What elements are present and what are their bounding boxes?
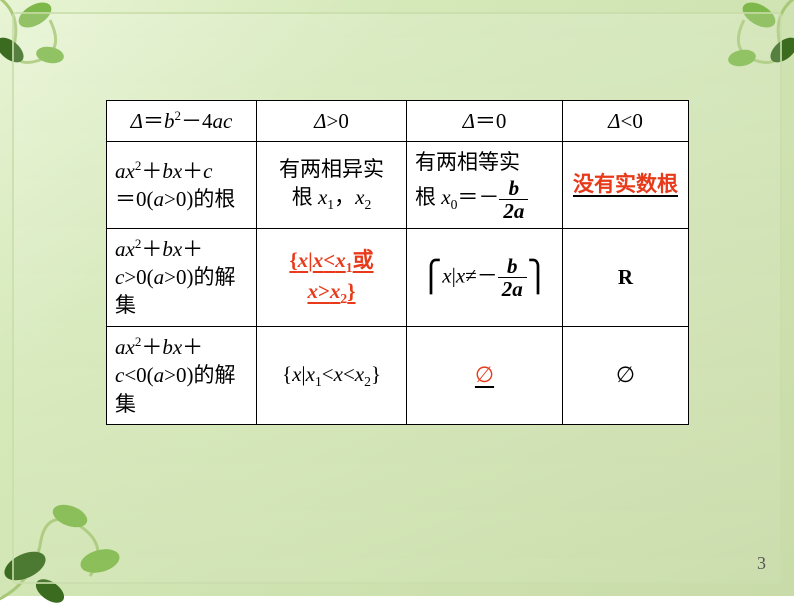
header-delta-negative: Δ<0 xyxy=(563,101,689,142)
row2-c4: R xyxy=(563,228,689,326)
row3-c2: {x|x1<x<x2} xyxy=(257,326,407,424)
page-number: 3 xyxy=(757,553,766,574)
row1-c4-answer: 没有实数根 xyxy=(563,142,689,228)
row1-c2: 有两相异实根 x1，x2 xyxy=(257,142,407,228)
row3-label: ax2＋bx＋c<0(a>0)的解集 xyxy=(107,326,257,424)
header-discriminant: Δ＝b2－4ac xyxy=(107,101,257,142)
row2-c2-answer: {x|x<x1或 x>x2} xyxy=(257,228,407,326)
header-delta-zero: Δ＝0 xyxy=(407,101,563,142)
row3-c4: ∅ xyxy=(563,326,689,424)
row1-c3: 有两相等实根 x0＝－b2a xyxy=(407,142,563,228)
header-delta-positive: Δ>0 xyxy=(257,101,407,142)
quadratic-table: Δ＝b2－4ac Δ>0 Δ＝0 Δ<0 ax2＋bx＋c＝0(a>0)的根 有… xyxy=(106,100,688,425)
row3-c3-answer: ∅ xyxy=(407,326,563,424)
row1-label: ax2＋bx＋c＝0(a>0)的根 xyxy=(107,142,257,228)
row2-label: ax2＋bx＋c>0(a>0)的解集 xyxy=(107,228,257,326)
row2-c3: ⎧x|x≠－b2a⎫ xyxy=(407,228,563,326)
